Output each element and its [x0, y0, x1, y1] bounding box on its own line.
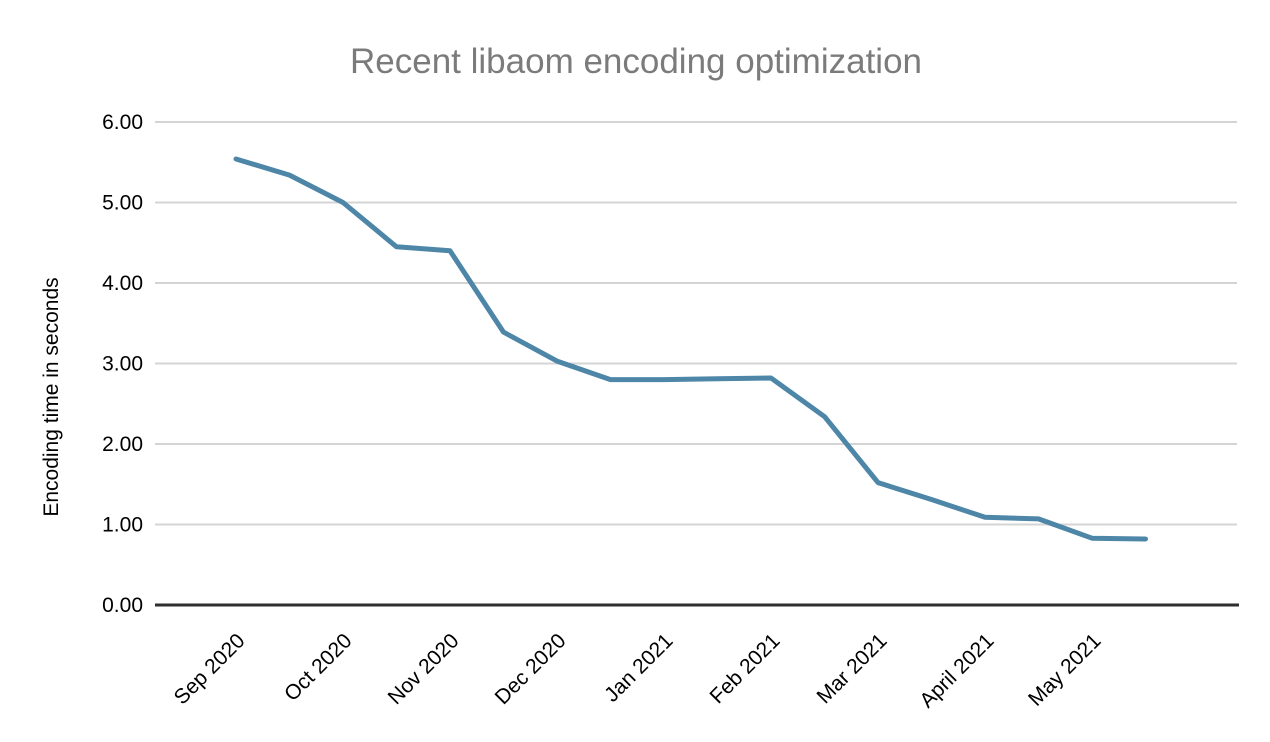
- x-tick-label: Oct 2020: [280, 629, 357, 706]
- x-tick-label: Jan 2021: [600, 629, 677, 706]
- x-tick-label: May 2021: [1024, 629, 1105, 710]
- y-tick-label: 5.00: [102, 192, 143, 215]
- x-tick-label: Nov 2020: [384, 629, 464, 709]
- y-tick-label: 6.00: [102, 111, 143, 134]
- x-tick-label: Sep 2020: [170, 629, 250, 709]
- series-line: [233, 156, 1148, 542]
- y-tick-label: 3.00: [102, 353, 143, 376]
- y-axis-title: Encoding time in seconds: [40, 277, 63, 516]
- x-tick-label: April 2021: [915, 629, 998, 712]
- x-tick-label: Dec 2020: [491, 629, 571, 709]
- y-tick-label: 0.00: [102, 594, 143, 617]
- y-tick-label: 4.00: [102, 272, 143, 295]
- x-tick-label: Mar 2021: [813, 629, 892, 708]
- y-tick-label: 2.00: [102, 433, 143, 456]
- chart-title: Recent libaom encoding optimization: [350, 42, 922, 81]
- y-tick-label: 1.00: [102, 514, 143, 537]
- gridlines: [155, 121, 1237, 526]
- y-axis-tick-labels: 0.00 1.00 2.00 3.00 4.00 5.00 6.00: [102, 111, 143, 617]
- x-tick-label: Feb 2021: [706, 629, 785, 708]
- x-axis-tick-labels: Sep 2020 Oct 2020 Nov 2020 Dec 2020 Jan 2021…: [170, 629, 1106, 712]
